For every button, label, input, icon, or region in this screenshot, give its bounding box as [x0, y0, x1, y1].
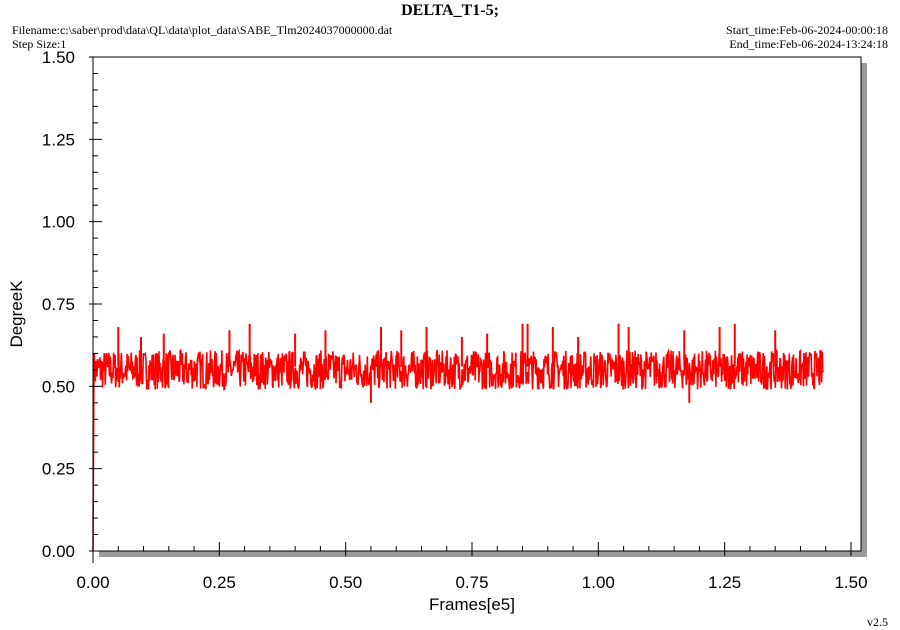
y-tick-label: 1.50: [42, 48, 75, 67]
version-label: v2.5: [867, 615, 888, 629]
x-tick-label: 0.75: [455, 573, 488, 592]
x-tick-label: 1.00: [582, 573, 615, 592]
x-tick-label: 0.00: [76, 573, 109, 592]
x-tick-label: 0.25: [203, 573, 236, 592]
y-tick-label: 1.00: [42, 213, 75, 232]
start-time-text: Start_time:Feb-06-2024-00:00:18: [726, 23, 888, 37]
y-tick-label: 0.00: [42, 542, 75, 561]
x-tick-label: 0.50: [329, 573, 362, 592]
axis-layer: 0.00 0.25 0.50 0.75 1.00 1.25 1.50 0.00 0.25 0.50…: [42, 48, 868, 592]
y-tick-label: 1.25: [42, 130, 75, 149]
y-tick-label: 0.25: [42, 460, 75, 479]
y-tick-label: 0.50: [42, 377, 75, 396]
plot-area: [92, 56, 862, 552]
y-axis-label: DegreeK: [7, 280, 26, 348]
series-line: [92, 348, 824, 552]
x-tick-label: 1.50: [834, 573, 867, 592]
step-size-text: Step Size:1: [12, 37, 67, 51]
x-tick-label: 1.25: [708, 573, 741, 592]
end-time-text: End_time:Feb-06-2024-13:24:18: [729, 37, 888, 51]
x-axis-label: Frames[e5]: [429, 595, 515, 614]
filename-text: Filename:c:\saber\prod\data\QL\data\plot…: [12, 23, 393, 37]
y-tick-label: 0.75: [42, 295, 75, 314]
series-layer: [92, 323, 824, 552]
chart-title: DELTA_T1-5;: [401, 2, 499, 19]
